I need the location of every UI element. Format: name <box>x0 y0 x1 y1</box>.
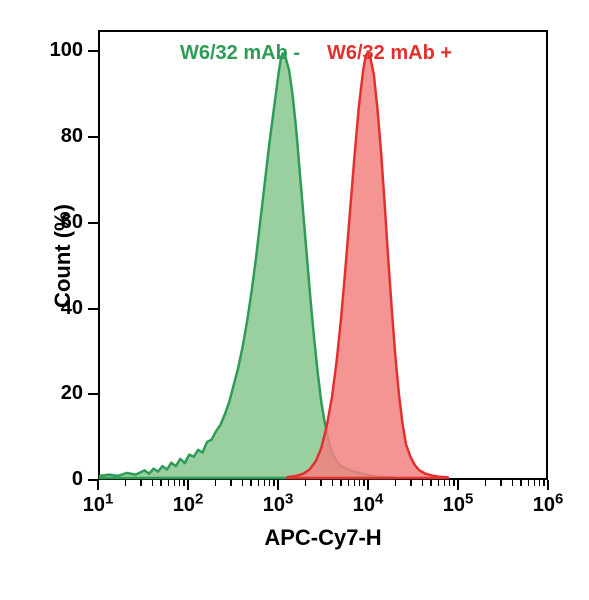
x-minor-tick <box>340 480 342 486</box>
x-minor-tick <box>449 480 451 486</box>
x-minor-tick <box>242 480 244 486</box>
x-minor-tick <box>363 480 365 486</box>
y-tick-label: 20 <box>33 382 83 405</box>
legend-positive: W6/32 mAb + <box>327 42 452 65</box>
x-minor-tick <box>543 480 545 486</box>
x-minor-tick <box>410 480 412 486</box>
x-minor-tick <box>534 480 536 486</box>
x-minor-tick <box>332 480 334 486</box>
x-minor-tick <box>422 480 424 486</box>
y-tick <box>88 308 98 310</box>
x-tick-label: 101 <box>73 494 123 517</box>
x-minor-tick <box>485 480 487 486</box>
x-minor-tick <box>444 480 446 486</box>
x-minor-tick <box>174 480 176 486</box>
x-minor-tick <box>125 480 127 486</box>
y-tick-label: 100 <box>33 39 83 62</box>
x-axis-title: APC-Cy7-H <box>98 525 548 551</box>
x-minor-tick <box>539 480 541 486</box>
x-minor-tick <box>179 480 181 486</box>
x-minor-tick <box>273 480 275 486</box>
x-tick-label: 104 <box>343 494 393 517</box>
x-minor-tick <box>348 480 350 486</box>
flow-cytometry-histogram: Count (%) APC-Cy7-H W6/32 mAb - W6/32 mA… <box>0 0 589 600</box>
x-minor-tick <box>520 480 522 486</box>
y-tick-label: 60 <box>33 211 83 234</box>
x-tick <box>547 480 549 490</box>
y-tick-label: 80 <box>33 125 83 148</box>
y-tick <box>88 136 98 138</box>
x-minor-tick <box>354 480 356 486</box>
plot-area <box>98 30 548 480</box>
y-tick-label: 0 <box>33 468 83 491</box>
x-tick-label: 106 <box>523 494 573 517</box>
x-minor-tick <box>230 480 232 486</box>
x-tick <box>187 480 189 490</box>
x-tick-label: 105 <box>433 494 483 517</box>
x-minor-tick <box>183 480 185 486</box>
legend-negative: W6/32 mAb - <box>180 42 300 65</box>
x-tick <box>457 480 459 490</box>
x-minor-tick <box>140 480 142 486</box>
x-tick <box>277 480 279 490</box>
x-minor-tick <box>215 480 217 486</box>
y-tick-label: 40 <box>33 297 83 320</box>
x-tick-label: 103 <box>253 494 303 517</box>
x-minor-tick <box>395 480 397 486</box>
x-minor-tick <box>500 480 502 486</box>
x-minor-tick <box>152 480 154 486</box>
x-minor-tick <box>258 480 260 486</box>
x-minor-tick <box>512 480 514 486</box>
x-minor-tick <box>453 480 455 486</box>
y-tick <box>88 50 98 52</box>
x-minor-tick <box>168 480 170 486</box>
x-minor-tick <box>438 480 440 486</box>
x-minor-tick <box>430 480 432 486</box>
x-minor-tick <box>250 480 252 486</box>
x-tick-label: 102 <box>163 494 213 517</box>
y-tick <box>88 222 98 224</box>
x-minor-tick <box>305 480 307 486</box>
x-minor-tick <box>528 480 530 486</box>
x-minor-tick <box>359 480 361 486</box>
x-minor-tick <box>160 480 162 486</box>
x-tick <box>97 480 99 490</box>
x-minor-tick <box>320 480 322 486</box>
x-minor-tick <box>264 480 266 486</box>
x-minor-tick <box>269 480 271 486</box>
x-tick <box>367 480 369 490</box>
y-tick <box>88 393 98 395</box>
histogram-svg <box>100 32 546 478</box>
